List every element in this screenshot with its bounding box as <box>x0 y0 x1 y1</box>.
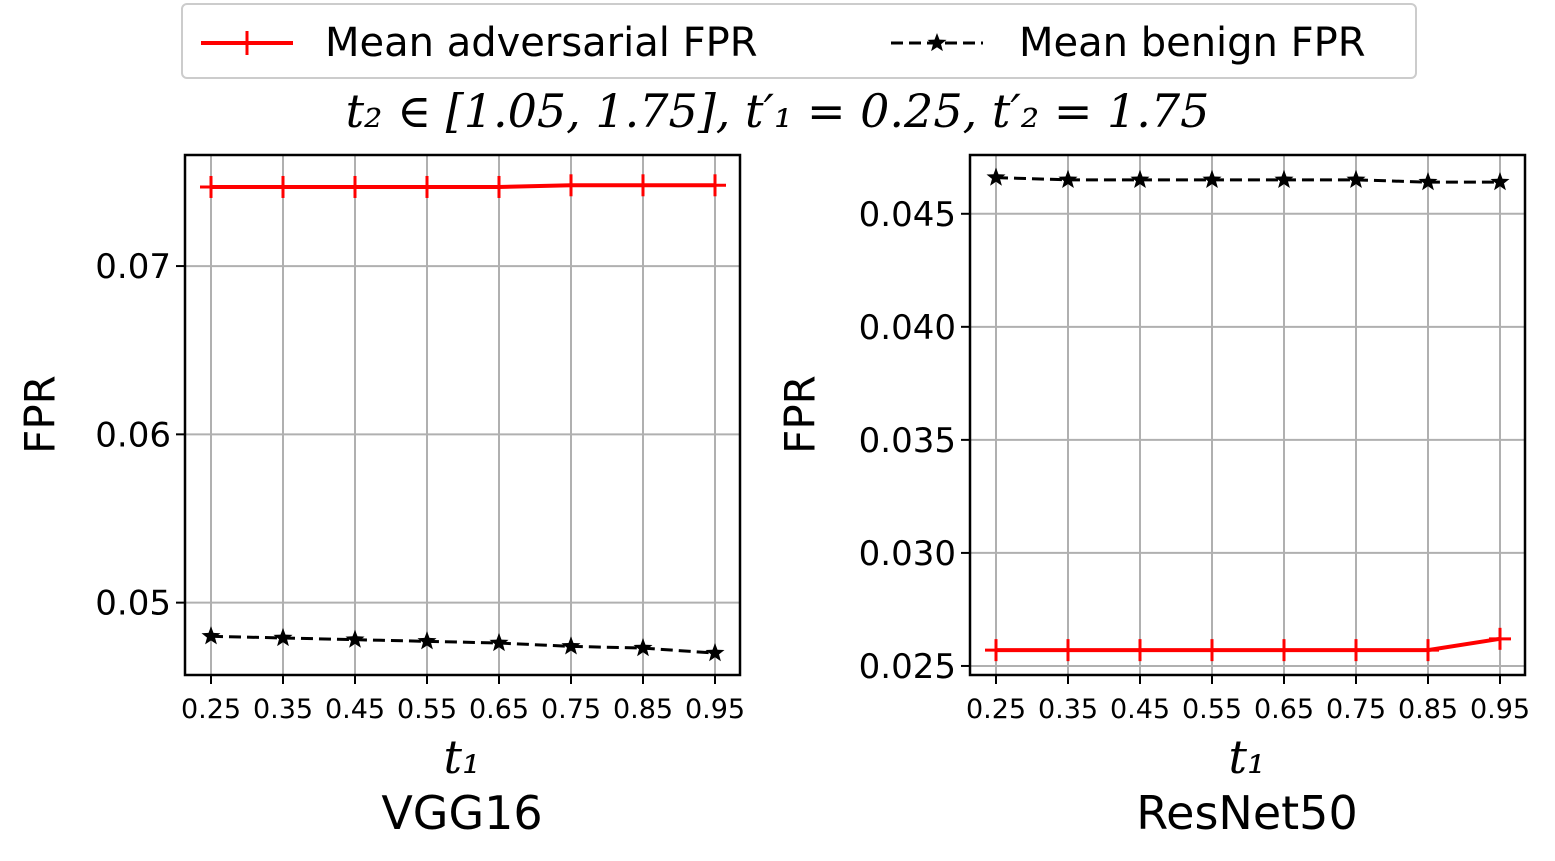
vgg16-xtick-label: 0.95 <box>685 694 745 725</box>
vgg16-xtick-label: 0.25 <box>181 694 241 725</box>
vgg16-point-adversarial <box>488 175 510 198</box>
resnet50-ytick-label: 0.030 <box>859 534 956 574</box>
vgg16-xtick-label: 0.65 <box>469 694 529 725</box>
resnet50-xtick-label: 0.65 <box>1254 694 1314 725</box>
resnet50-point-adversarial <box>1417 639 1439 662</box>
resnet50-point-benign <box>1058 169 1078 188</box>
legend-item-adversarial: Mean adversarial FPR <box>197 5 758 81</box>
resnet50-xtick-label: 0.95 <box>1470 694 1530 725</box>
resnet50-xtick-label: 0.75 <box>1326 694 1386 725</box>
vgg16-point-benign <box>705 643 725 662</box>
vgg16-axes-frame <box>183 153 742 677</box>
resnet50-line-benign <box>995 176 1500 184</box>
resnet50-point-benign <box>1202 169 1222 188</box>
vgg16-point-adversarial <box>560 174 582 197</box>
resnet50-point-adversarial <box>1489 627 1511 650</box>
resnet50-point-benign <box>1418 172 1438 191</box>
vgg16-point-benign <box>417 631 437 650</box>
resnet50-point-adversarial <box>985 639 1007 662</box>
resnet50-point-adversarial <box>1201 639 1223 662</box>
resnet50-point-adversarial <box>1057 639 1079 662</box>
resnet50-point-adversarial <box>1129 639 1151 662</box>
xlabel-right: t₁ <box>1228 730 1266 784</box>
vgg16-xtick-label: 0.45 <box>325 694 385 725</box>
ylabel-left: FPR <box>15 375 65 454</box>
vgg16-point-adversarial <box>344 175 366 198</box>
vgg16-point-benign <box>201 626 221 645</box>
xlabel-left: t₁ <box>443 730 481 784</box>
resnet50-xtick-label: 0.55 <box>1182 694 1242 725</box>
resnet50-ytick-label: 0.035 <box>859 421 956 461</box>
legend-label-adversarial: Mean adversarial FPR <box>325 20 758 66</box>
resnet50-point-adversarial <box>1345 639 1367 662</box>
legend-item-benign: Mean benign FPR <box>887 5 1366 81</box>
vgg16-point-benign <box>561 636 581 655</box>
resnet50-point-benign <box>1490 172 1510 191</box>
vgg16-point-benign <box>489 633 509 652</box>
vgg16-xtick-label: 0.85 <box>613 694 673 725</box>
caption-vgg16: VGG16 <box>381 786 543 840</box>
resnet50-point-benign <box>1130 169 1150 188</box>
vgg16-ytick-label: 0.06 <box>95 415 171 455</box>
resnet50-xtick-label: 0.85 <box>1398 694 1458 725</box>
vgg16-line-benign <box>210 634 716 655</box>
vgg16-point-adversarial <box>272 175 294 198</box>
vgg16-point-adversarial <box>704 174 726 197</box>
vgg16-ytick-label: 0.05 <box>95 584 171 624</box>
legend-marker-adversarial <box>201 31 293 55</box>
vgg16-point-benign <box>273 628 293 647</box>
vgg16-line-adversarial <box>211 183 715 189</box>
figure-suptitle: t₂ ∈ [1.05, 1.75], t′₁ = 0.25, t′₂ = 1.7… <box>345 84 1210 138</box>
vgg16-point-adversarial <box>632 174 654 197</box>
resnet50-axes-frame <box>968 153 1527 677</box>
resnet50-point-benign <box>1346 169 1366 188</box>
resnet50-line-adversarial <box>996 636 1501 653</box>
vgg16-xtick-label: 0.55 <box>397 694 457 725</box>
vgg16-point-benign <box>633 638 653 657</box>
resnet50-point-adversarial <box>1273 639 1295 662</box>
resnet50-xtick-label: 0.45 <box>1110 694 1170 725</box>
legend: Mean adversarial FPR Mean benign FPR <box>181 3 1417 79</box>
resnet50-ytick-label: 0.040 <box>859 308 956 348</box>
resnet50-ytick-label: 0.025 <box>859 647 956 687</box>
vgg16-point-adversarial <box>200 175 222 198</box>
caption-resnet50: ResNet50 <box>1136 786 1358 840</box>
resnet50-xtick-label: 0.35 <box>1038 694 1098 725</box>
ylabel-right: FPR <box>775 375 825 454</box>
vgg16-point-adversarial <box>416 175 438 198</box>
resnet50-xtick-label: 0.25 <box>966 694 1026 725</box>
vgg16-point-benign <box>345 629 365 648</box>
vgg16-xtick-label: 0.75 <box>541 694 601 725</box>
resnet50-point-benign <box>1274 169 1294 188</box>
legend-marker-benign <box>891 33 983 52</box>
resnet50-ytick-label: 0.045 <box>859 195 956 235</box>
legend-label-benign: Mean benign FPR <box>1019 20 1366 66</box>
vgg16-xtick-label: 0.35 <box>253 694 313 725</box>
resnet50-point-benign <box>986 167 1006 186</box>
vgg16-ytick-label: 0.07 <box>95 247 171 287</box>
